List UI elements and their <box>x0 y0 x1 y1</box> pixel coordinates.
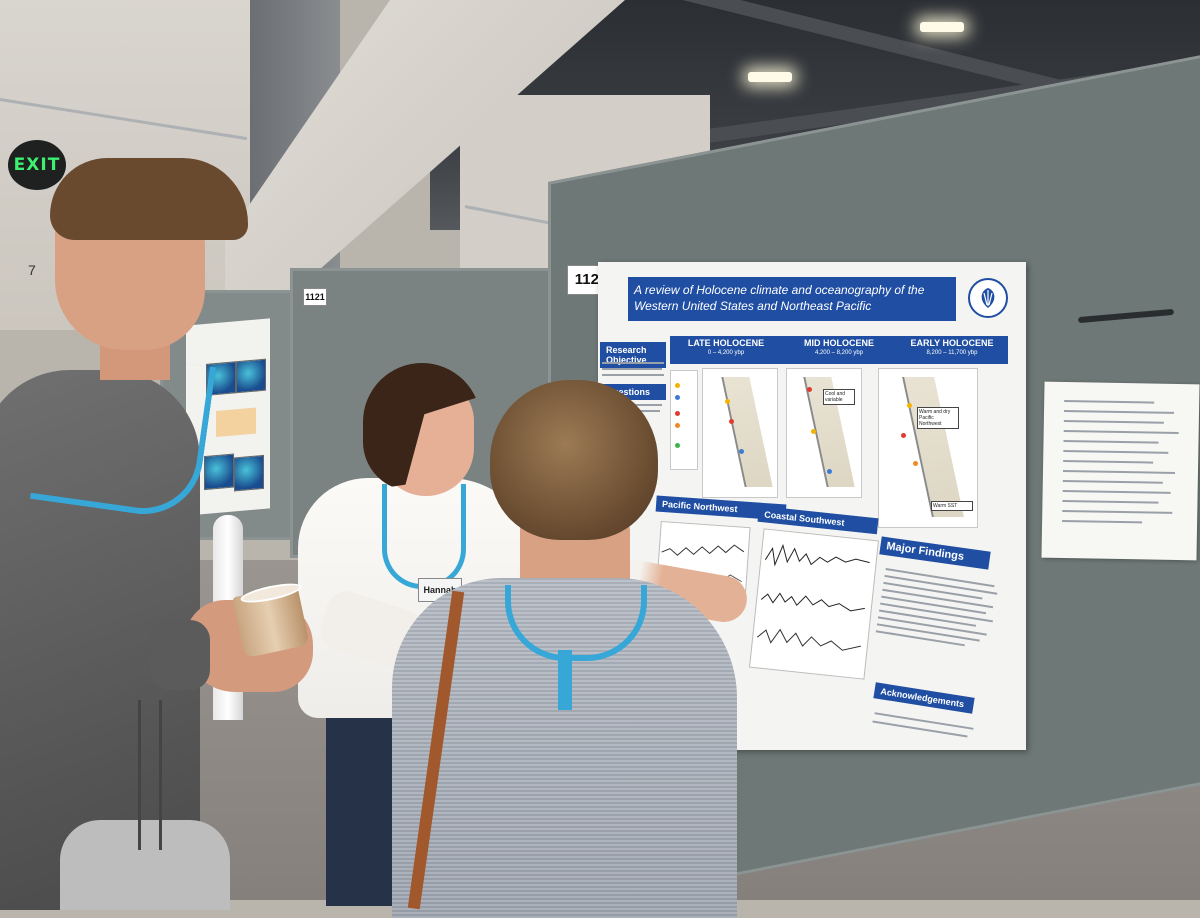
text-line <box>1063 459 1154 464</box>
text-line <box>1063 440 1159 444</box>
site-marker <box>827 469 832 474</box>
period-range: 8,200 – 11,700 ybp <box>926 350 978 356</box>
findings-block <box>875 563 1005 656</box>
text-line <box>875 630 965 647</box>
period-mid: MID HOLOCENE 4,200 – 8,200 ybp <box>783 338 895 356</box>
globe-map <box>236 358 266 394</box>
proxy-graph <box>749 528 879 680</box>
text-line <box>1062 479 1163 484</box>
map-legend <box>670 370 698 470</box>
text-line <box>872 720 968 738</box>
attendee-man-sleeve <box>150 620 210 690</box>
text-line <box>602 362 664 364</box>
period-range: 0 – 4,200 ybp <box>707 350 745 356</box>
legend-dot <box>675 383 680 388</box>
text-line <box>1063 430 1179 435</box>
holocene-periods-bar: LATE HOLOCENE 0 – 4,200 ybp MID HOLOCENE… <box>670 336 1008 364</box>
map-late-holocene <box>702 368 778 498</box>
text-line <box>1063 420 1164 424</box>
period-range: 4,200 – 8,200 ybp <box>814 350 864 356</box>
exit-sign: EXIT <box>8 140 66 190</box>
map-mid-holocene: Cool and variable <box>786 368 862 498</box>
site-marker <box>807 387 812 392</box>
site-marker <box>901 433 906 438</box>
legend-dot <box>675 443 680 448</box>
period-label: MID HOLOCENE <box>803 338 874 348</box>
section-research-objective: Research Objective <box>600 342 666 368</box>
text-line <box>1062 469 1175 474</box>
text-line <box>602 374 664 376</box>
map-annotation: Cool and variable <box>823 389 855 405</box>
period-label: LATE HOLOCENE <box>687 338 765 348</box>
bag-strap <box>138 700 162 850</box>
site-marker <box>729 419 734 424</box>
poster-title: A review of Holocene climate and oceanog… <box>628 277 956 321</box>
text-line <box>1064 410 1175 414</box>
text-line <box>1062 499 1159 504</box>
shell-icon <box>981 288 995 308</box>
text-line <box>1062 519 1143 524</box>
university-logo-icon <box>968 278 1008 318</box>
period-early: EARLY HOLOCENE 8,200 – 11,700 ybp <box>896 338 1008 356</box>
map-annotation: Warm and dry Pacific Northwest <box>917 407 959 429</box>
wall-number: 7 <box>28 262 36 278</box>
text-line <box>602 368 662 370</box>
map-annotation: Warm SST <box>931 501 973 511</box>
ceiling-light <box>748 72 792 82</box>
timeseries-plot <box>756 543 870 651</box>
legend-dot <box>675 423 680 428</box>
text-line <box>1062 489 1171 494</box>
attendee-woman-hair-bun <box>490 380 658 540</box>
legend-dot <box>675 395 680 400</box>
site-marker <box>907 403 912 408</box>
ceiling-light <box>920 22 964 32</box>
site-marker <box>811 429 816 434</box>
text-line <box>1064 400 1155 404</box>
globe-map <box>204 453 234 491</box>
globe-map <box>234 454 264 492</box>
west-coast-map <box>721 377 773 487</box>
site-marker <box>913 461 918 466</box>
attendee-man-hair <box>50 158 248 240</box>
text-line <box>1063 449 1169 454</box>
period-label: EARLY HOLOCENE <box>910 338 994 348</box>
handout-sheet <box>1041 381 1200 561</box>
text-line <box>1062 509 1173 514</box>
figure-panel <box>216 407 256 438</box>
lanyard-end <box>558 650 572 710</box>
west-coast-map <box>902 377 964 517</box>
presenter-lanyard <box>382 484 466 589</box>
section-acknowledgements: Acknowledgements <box>873 682 975 714</box>
period-late: LATE HOLOCENE 0 – 4,200 ybp <box>670 338 782 356</box>
carried-jacket <box>60 820 230 910</box>
board-number-tag: 1121 <box>303 288 327 306</box>
site-marker <box>725 399 730 404</box>
exit-sign-text: EXIT <box>13 155 61 175</box>
text-line <box>874 712 974 730</box>
site-marker <box>739 449 744 454</box>
legend-dot <box>675 411 680 416</box>
map-early-holocene: Warm and dry Pacific Northwest Warm SST <box>878 368 978 528</box>
